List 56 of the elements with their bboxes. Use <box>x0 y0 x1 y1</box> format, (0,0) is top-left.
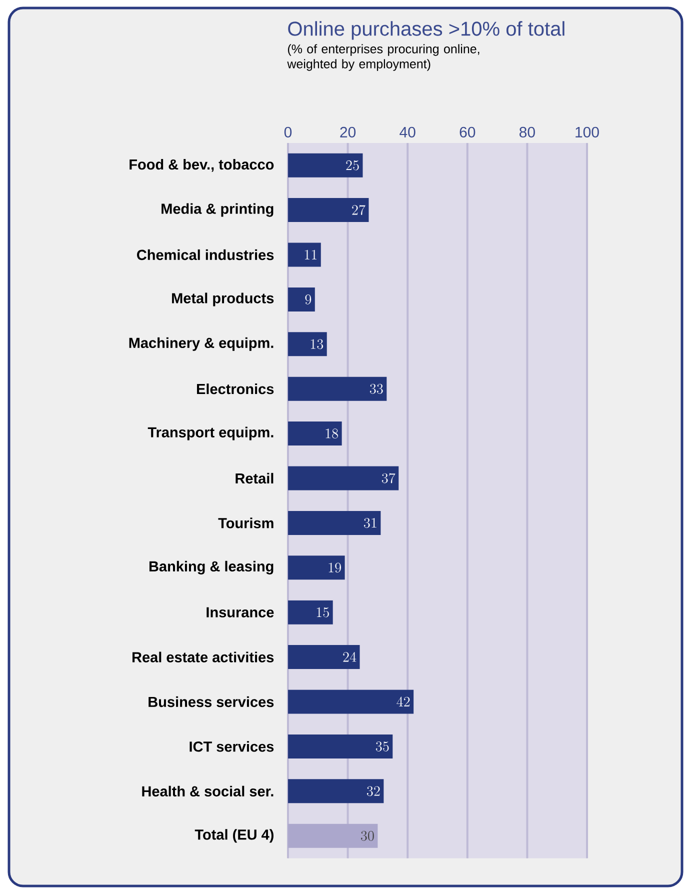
x-tick-label: 80 <box>520 126 535 138</box>
y-tick-label: Insurance <box>206 607 274 618</box>
chart-title: Online purchases >10% of total <box>288 21 564 40</box>
bar <box>288 376 387 401</box>
data-label: 15 <box>316 607 329 618</box>
y-tick-label: Real estate activities <box>132 652 274 662</box>
data-label: 18 <box>326 428 338 438</box>
data-label: 27 <box>352 204 366 215</box>
bar <box>288 466 399 490</box>
y-tick-label: Electronics <box>197 384 274 394</box>
data-label: 19 <box>328 562 341 573</box>
y-tick-label: Chemical industries <box>137 249 274 260</box>
y-tick-label: Retail <box>236 472 274 484</box>
y-tick-label: Food & bev., tobacco <box>130 158 274 172</box>
bar <box>288 556 345 580</box>
bar <box>288 153 363 178</box>
bar <box>288 690 414 714</box>
bar <box>288 645 360 670</box>
y-tick-label: Machinery & equipm. <box>129 337 274 351</box>
data-label: 30 <box>361 830 374 841</box>
y-tick-label: Banking & leasing <box>149 560 274 574</box>
bar <box>288 422 342 446</box>
y-tick-label: Total (EU 4) <box>194 829 274 843</box>
x-tick-label: 100 <box>576 126 599 138</box>
bar <box>288 734 393 758</box>
bar <box>288 824 378 848</box>
x-tick-label: 20 <box>340 126 356 138</box>
y-tick-label: Metal products <box>172 292 274 306</box>
x-tick-label: 40 <box>400 126 416 138</box>
bar <box>288 287 315 312</box>
bar <box>288 242 321 267</box>
y-tick-label: Health & social ser. <box>142 786 274 796</box>
y-tick-label: Business services <box>148 696 274 708</box>
y-tick-label: Transport equipm. <box>148 426 274 440</box>
bar <box>288 600 333 624</box>
data-label: 24 <box>343 652 356 662</box>
y-tick-label: ICT services <box>190 741 274 752</box>
data-label: 35 <box>376 742 389 752</box>
bar <box>288 332 327 356</box>
data-label: 25 <box>346 160 359 170</box>
data-label: 11 <box>304 250 317 260</box>
data-label: 37 <box>382 473 396 484</box>
data-label: 13 <box>310 339 324 350</box>
y-tick-label: Tourism <box>218 518 274 528</box>
bar <box>288 198 369 222</box>
data-label: 33 <box>370 384 383 394</box>
x-tick-label: 0 <box>284 126 292 138</box>
data-label: 42 <box>396 696 410 706</box>
bar <box>288 510 381 535</box>
bar <box>288 779 384 804</box>
data-label: 9 <box>305 294 312 304</box>
chart-subtitle: (% of enterprises procuring online, weighted by employment) <box>287 44 480 71</box>
data-label: 31 <box>364 518 376 528</box>
x-tick-label: 60 <box>460 126 476 138</box>
y-tick-label: Media & printing <box>162 203 274 217</box>
data-label: 32 <box>366 786 380 796</box>
